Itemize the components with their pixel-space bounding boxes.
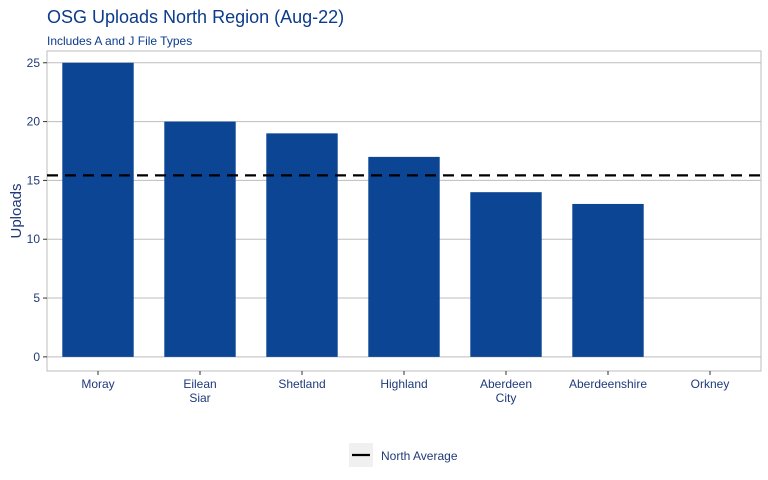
y-tick-label: 10	[27, 232, 41, 246]
chart-subtitle: Includes A and J File Types	[47, 34, 193, 48]
bar	[164, 121, 236, 357]
x-tick-label: Shetland	[278, 377, 325, 391]
chart-title: OSG Uploads North Region (Aug-22)	[47, 7, 345, 27]
x-tick-label: Orkney	[691, 377, 730, 391]
y-tick-label: 25	[27, 56, 41, 70]
x-tick-label: Highland	[380, 377, 427, 391]
bar	[62, 62, 134, 357]
x-tick-label: Aberdeen City	[480, 377, 532, 405]
bar	[572, 203, 644, 357]
x-tick-label: Eilean Siar	[183, 377, 216, 405]
y-tick-label: 5	[33, 291, 40, 305]
y-tick-label: 15	[27, 173, 41, 187]
y-tick-label: 20	[27, 115, 41, 129]
bar	[368, 156, 440, 357]
y-tick-label: 0	[33, 350, 40, 364]
y-axis-title: Uploads	[8, 183, 25, 238]
bar	[266, 133, 338, 357]
x-tick-label: Moray	[81, 377, 114, 391]
bar	[470, 192, 542, 357]
legend-label: North Average	[381, 449, 458, 463]
x-tick-label: Aberdeenshire	[569, 377, 647, 391]
